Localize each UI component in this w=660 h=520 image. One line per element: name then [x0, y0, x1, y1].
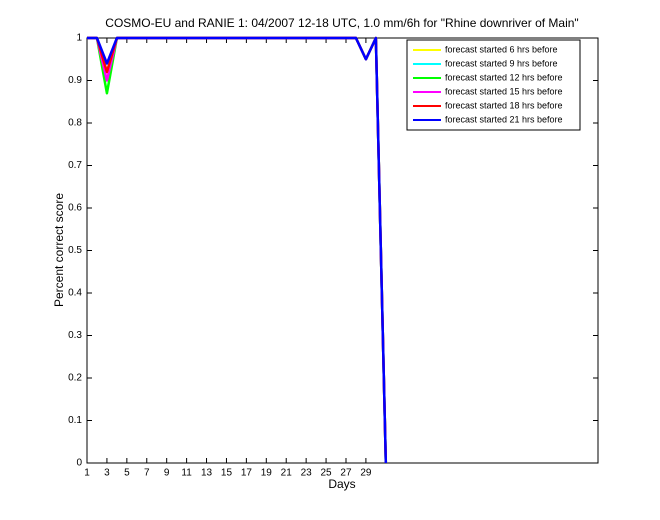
x-tick-label: 25	[321, 468, 333, 479]
y-tick-label: 0.6	[68, 203, 82, 214]
x-tick-label: 7	[144, 468, 150, 479]
x-tick-label: 13	[201, 468, 213, 479]
y-axis-label: Percent correct score	[52, 193, 66, 307]
legend-label: forecast started 9 hrs before	[445, 58, 558, 68]
x-tick-label: 3	[104, 468, 110, 479]
y-tick-label: 0.9	[68, 75, 82, 86]
y-tick-label: 0.5	[68, 245, 82, 256]
x-tick-label: 1	[84, 468, 90, 479]
chart-title: COSMO-EU and RANIE 1: 04/2007 12-18 UTC,…	[105, 16, 578, 30]
legend-box	[406, 39, 581, 131]
x-tick-label: 27	[340, 468, 352, 479]
y-tick-label: 0.8	[68, 118, 82, 129]
legend-label: forecast started 15 hrs before	[445, 86, 563, 96]
series-line	[87, 36, 388, 464]
x-tick-label: 23	[301, 468, 313, 479]
x-axis-label: Days	[328, 477, 355, 491]
y-tick-label: 0.7	[68, 160, 82, 171]
x-tick-label: 5	[124, 468, 130, 479]
x-tick-label: 19	[261, 468, 273, 479]
y-tick-label: 0	[76, 458, 82, 469]
x-tick-label: 21	[281, 468, 293, 479]
y-tick-label: 0.2	[68, 373, 82, 384]
y-tick-label: 0.4	[68, 288, 82, 299]
x-tick-label: 17	[241, 468, 253, 479]
x-tick-label: 15	[221, 468, 233, 479]
legend-label: forecast started 18 hrs before	[445, 100, 563, 110]
x-tick-label: 11	[181, 468, 192, 479]
legend-label: forecast started 6 hrs before	[445, 44, 558, 54]
x-tick-label: 29	[360, 468, 372, 479]
x-tick-label: 9	[164, 468, 170, 479]
y-tick-label: 0.3	[68, 330, 82, 341]
legend-label: forecast started 21 hrs before	[445, 114, 563, 124]
y-tick-label: 1	[76, 33, 82, 44]
legend-label: forecast started 12 hrs before	[445, 72, 563, 82]
y-tick-label: 0.1	[68, 415, 82, 426]
